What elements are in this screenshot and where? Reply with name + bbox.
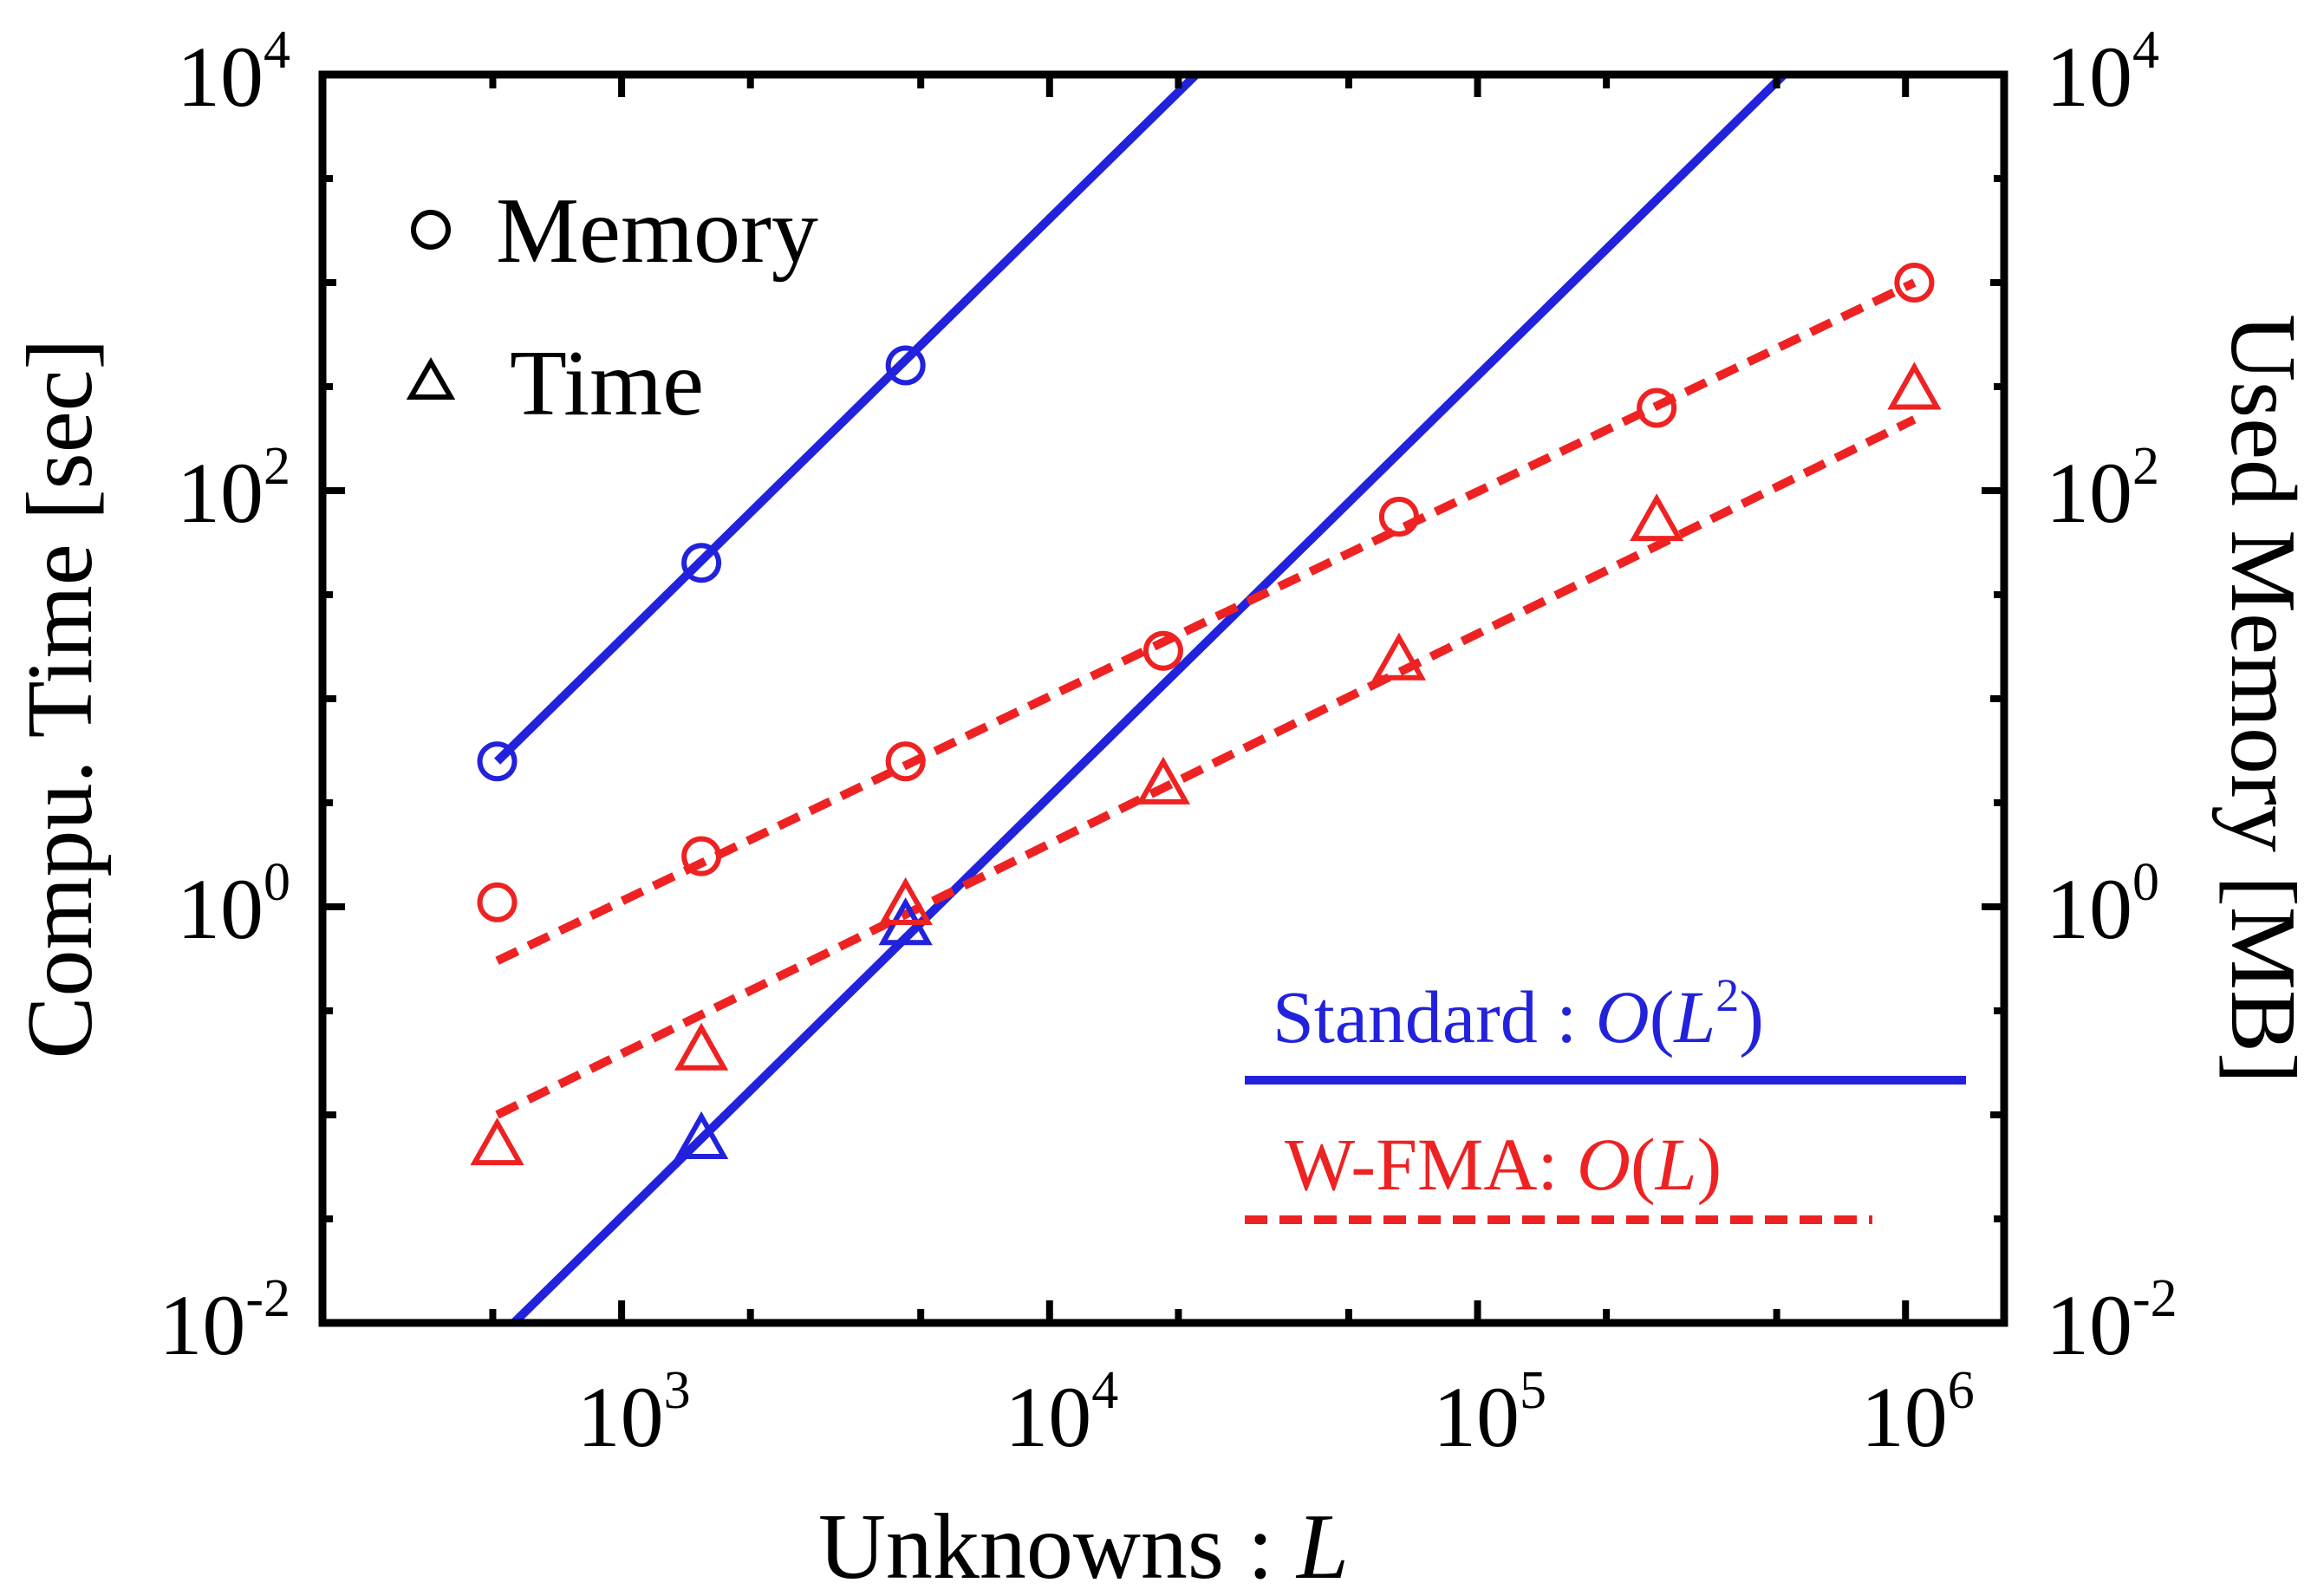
marker-triangle-s1-p0 xyxy=(674,1111,729,1159)
data-markers xyxy=(470,263,1942,1166)
marker-triangle-s3-p2 xyxy=(878,876,933,925)
legend-wfma-label: W-FMA: O(L) xyxy=(1285,1123,1722,1206)
legend-time-label: Time xyxy=(510,332,704,435)
y-tick-label-left: 102 xyxy=(177,437,290,541)
x-tick-label: 103 xyxy=(577,1361,691,1465)
marker-circle-s0-p0 xyxy=(477,741,518,782)
y-tick-label-left: 104 xyxy=(177,21,290,125)
marker-triangle-s3-p4 xyxy=(1371,632,1427,681)
y-tick-label-left: 10-2 xyxy=(159,1269,290,1373)
axis-ticks xyxy=(319,71,2004,1326)
marker-circle-s2-p2 xyxy=(885,741,926,782)
marker-triangle-s3-p3 xyxy=(1136,756,1191,805)
y-tick-label-right: 104 xyxy=(2046,21,2159,125)
legend-memory-label: Memory xyxy=(496,179,818,283)
legend-circle-marker xyxy=(411,210,451,250)
marker-circle-s2-p0 xyxy=(477,882,518,922)
fit-line-1 xyxy=(511,75,1787,1323)
fit-line-2 xyxy=(495,278,1917,965)
y-tick-label-right: 10-2 xyxy=(2046,1269,2178,1373)
y-axis-title-left: Compu. Time [sec] xyxy=(9,338,112,1059)
x-axis-title: Unknowns : L xyxy=(818,1495,1349,1596)
fit-line-0 xyxy=(494,75,1200,765)
marker-circle-s0-p1 xyxy=(681,543,722,583)
marker-triangle-s3-p5 xyxy=(1630,493,1684,542)
y-tick-label-right: 100 xyxy=(2046,853,2159,957)
marker-legend: Memory Time xyxy=(406,179,818,435)
marker-circle-s0-p2 xyxy=(885,345,926,386)
marker-triangle-s3-p6 xyxy=(1887,362,1942,410)
x-tick-label: 104 xyxy=(1005,1361,1118,1465)
marker-triangle-s3-p0 xyxy=(470,1117,524,1166)
fit-lines xyxy=(494,75,1917,1323)
x-tick-label: 105 xyxy=(1433,1361,1546,1465)
marker-circle-s2-p6 xyxy=(1894,263,1935,303)
x-tick-label: 106 xyxy=(1861,1361,1975,1465)
y-tick-label-right: 102 xyxy=(2046,437,2159,541)
fit-line-3 xyxy=(495,415,1917,1119)
tick-labels: 10-2 10-2 100 100 102 102 104 104 103 104 105 106 xyxy=(159,21,2177,1465)
y-axis-title-right: Used Memory [MB] xyxy=(2211,314,2311,1084)
marker-triangle-s3-p1 xyxy=(674,1022,729,1071)
marker-circle-s2-p4 xyxy=(1378,496,1419,537)
marker-circle-s2-p5 xyxy=(1637,388,1677,428)
legend-standard-label: Standard : O(L2) xyxy=(1273,969,1764,1059)
marker-circle-s2-p3 xyxy=(1142,630,1183,671)
method-legend: Standard : O(L2) W-FMA: O(L) xyxy=(1245,969,1966,1224)
legend-triangle-marker xyxy=(406,356,456,400)
y-tick-label-left: 100 xyxy=(177,853,290,957)
marker-circle-s2-p1 xyxy=(681,836,722,876)
